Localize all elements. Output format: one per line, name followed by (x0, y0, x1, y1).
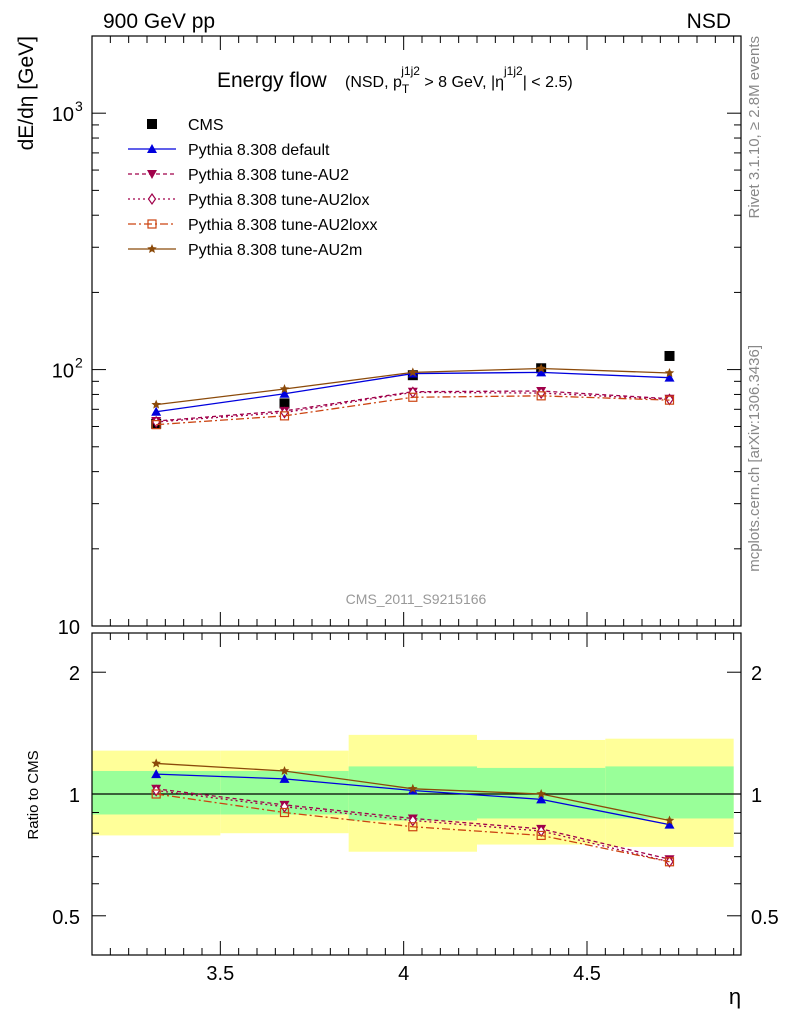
marker-triangle-up (279, 773, 290, 783)
marker-star (151, 758, 161, 768)
x-axis-label: η (729, 984, 741, 1009)
marker-square (408, 392, 418, 402)
ratio-panel: 3.5 4 4.5 η 0.5 0.5 1 1 2 2 Ratio to CMS (25, 632, 779, 1009)
marker-square (408, 822, 418, 832)
marker-star (664, 367, 675, 378)
marker-triangle-up (279, 388, 290, 398)
series-line (156, 391, 670, 423)
marker-triangle-down (147, 170, 157, 179)
marker-square (664, 395, 675, 405)
marker-star (147, 244, 157, 254)
legend-entry: Pythia 8.308 tune-AU2m (188, 242, 362, 259)
series-line (156, 395, 670, 426)
marker-triangle-up (664, 819, 675, 829)
marker-triangle-up (151, 406, 162, 416)
ratio-series-line (156, 789, 670, 863)
marker-square (279, 411, 290, 421)
ratio-series-line (156, 788, 670, 860)
marker-square (279, 807, 290, 818)
marker-triangle-up (664, 372, 675, 382)
marker-square (151, 789, 161, 799)
marker-star (279, 765, 290, 776)
legend-entry: Pythia 8.308 tune-AU2 (188, 167, 349, 184)
marker-square (147, 219, 157, 229)
y-tick-label-right: 2 (751, 663, 762, 685)
legend-entry: Pythia 8.308 tune-AU2lox (188, 192, 369, 209)
chart-title: Energy flow (217, 69, 328, 92)
header-right: NSD (687, 10, 731, 33)
y-tick-label: 2 (69, 663, 80, 685)
marker-diamond (147, 192, 157, 206)
legend-entry: Pythia 8.308 default (188, 142, 330, 159)
x-tick-label: 4.5 (573, 963, 601, 985)
ratio-y-axis-label: Ratio to CMS (25, 750, 42, 839)
marker-star (664, 815, 675, 825)
marker-star (408, 783, 418, 793)
y-tick-exponent: 2 (75, 355, 83, 371)
marker-triangle-up (147, 144, 157, 153)
marker-square (664, 857, 675, 867)
marker-star (536, 363, 546, 373)
y-tick-label-right: 0.5 (751, 907, 779, 929)
y-tick-exponent: 3 (75, 98, 83, 114)
uncertainty-band-inner (605, 766, 734, 819)
rivet-label: Rivet 3.1.10, ≥ 2.8M events (746, 36, 763, 219)
marker-square (536, 830, 546, 841)
y-tick-label-right: 1 (751, 785, 762, 807)
marker-star (408, 367, 418, 377)
marker-triangle-up (151, 769, 162, 779)
mcplots-label: mcplots.cern.ch [arXiv:1306.3436] (746, 345, 763, 572)
y-tick-label: 10 (58, 617, 80, 639)
legend-entry: CMS (188, 117, 224, 134)
analysis-watermark: CMS_2011_S9215166 (346, 591, 487, 607)
y-tick-label: 10 (52, 104, 74, 126)
header-left: 900 GeV pp (103, 10, 215, 33)
marker-triangle-up (536, 367, 547, 377)
y-tick-label: 0.5 (52, 907, 80, 929)
marker-star (151, 399, 161, 409)
chart-subtitle: (NSD, pTj1j2 > 8 GeV, |ηj1j2| < 2.5) (345, 64, 573, 96)
marker-square (536, 391, 546, 401)
cms-data-point (664, 350, 675, 361)
y-tick-label: 1 (69, 785, 80, 807)
marker-square (151, 420, 161, 430)
y-axis-label: dE/dη [GeV] (15, 36, 38, 150)
x-tick-label: 4 (398, 963, 409, 985)
legend: CMS Pythia 8.308 default Pythia 8.308 tune… (128, 117, 377, 259)
marker-triangle-up (536, 794, 547, 804)
marker-diamond (280, 800, 289, 813)
legend-entry: Pythia 8.308 tune-AU2loxx (188, 217, 377, 234)
cms-data-point (279, 398, 290, 409)
ratio-series-line (156, 793, 670, 863)
marker-star (536, 789, 546, 799)
x-tick-label: 3.5 (206, 963, 234, 985)
marker-star (279, 384, 290, 394)
y-tick-label: 10 (52, 361, 74, 383)
legend-marker-cms (147, 119, 157, 129)
series-line (156, 390, 670, 422)
upper-frame (91, 35, 742, 627)
